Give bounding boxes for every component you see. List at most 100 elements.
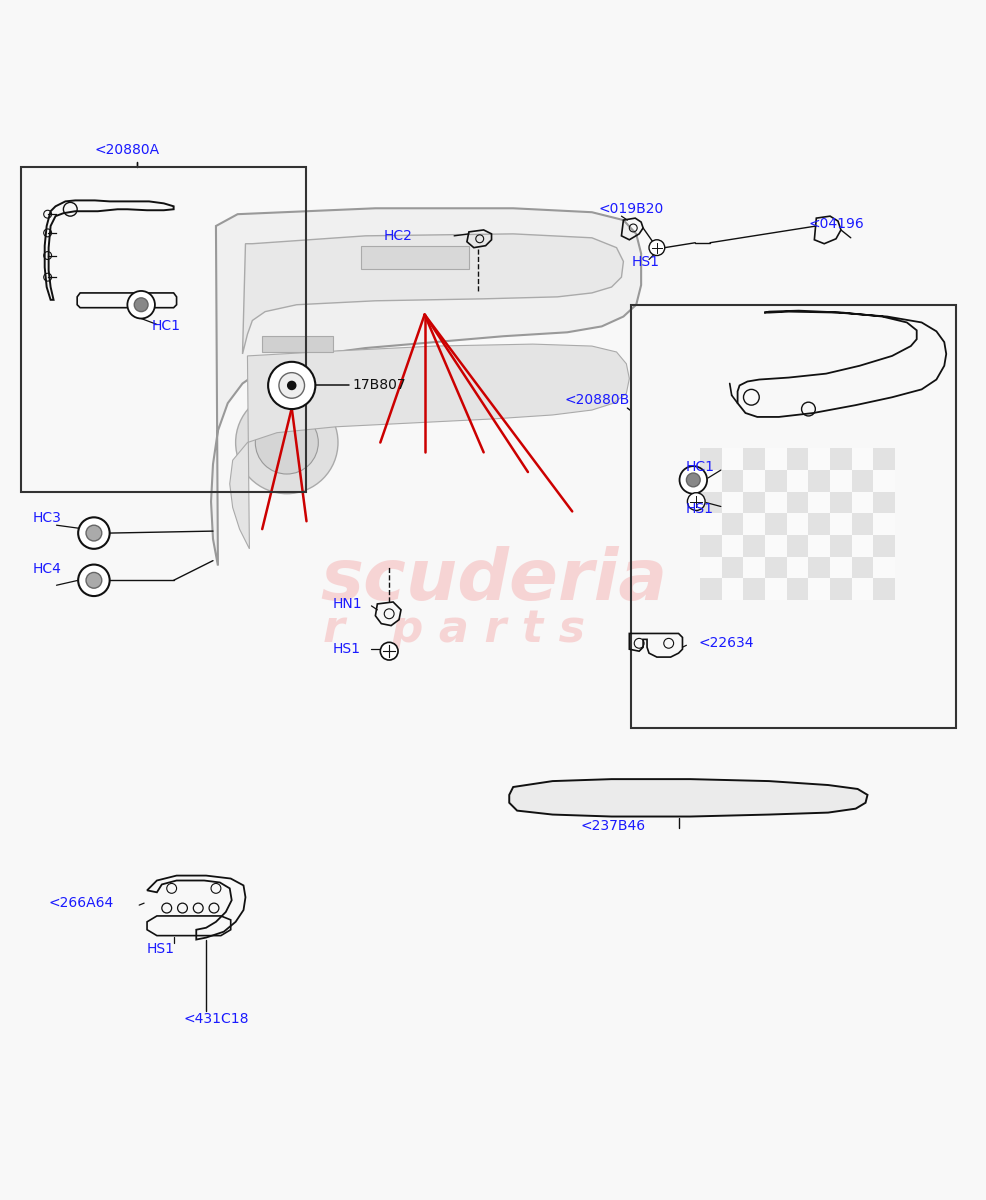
Bar [851,535,873,557]
Bar [851,449,873,470]
Circle shape [255,412,318,474]
Bar [764,578,786,600]
Bar [808,514,829,535]
Bar [873,557,894,578]
Bar [721,578,742,600]
Circle shape [78,517,109,548]
Bar [851,578,873,600]
Bar [786,449,808,470]
Bar [721,470,742,492]
Bar [786,557,808,578]
Bar [808,449,829,470]
Text: <22634: <22634 [697,636,753,650]
Bar [786,514,808,535]
Bar [764,535,786,557]
Bar [786,470,808,492]
Text: HN1: HN1 [332,596,362,611]
Text: HC1: HC1 [152,319,180,334]
Bar [699,578,721,600]
Circle shape [91,530,97,536]
Bar [631,305,955,728]
Text: HS1: HS1 [631,256,659,270]
Bar [742,578,764,600]
Circle shape [678,466,706,493]
Bar [742,535,764,557]
Circle shape [685,473,699,487]
Bar [699,535,721,557]
Text: HC3: HC3 [33,511,62,526]
Circle shape [134,298,148,312]
Bar [786,492,808,514]
Bar [721,535,742,557]
Circle shape [86,572,102,588]
Circle shape [138,301,144,307]
Bar [764,492,786,514]
Circle shape [236,391,337,493]
Bar [851,470,873,492]
Bar [721,557,742,578]
Circle shape [649,240,665,256]
Circle shape [91,577,97,583]
Bar [721,514,742,535]
Bar [808,492,829,514]
Bar [829,535,851,557]
Circle shape [689,476,695,482]
Bar [742,470,764,492]
Text: HS1: HS1 [684,503,713,516]
Polygon shape [243,234,623,354]
Bar [873,470,894,492]
Text: HC1: HC1 [684,460,714,474]
Text: <20880A: <20880A [95,143,160,157]
Bar [829,492,851,514]
Bar [699,492,721,514]
Bar [360,246,468,269]
Bar [873,535,894,557]
Bar [699,449,721,470]
Text: <237B46: <237B46 [580,820,645,833]
Bar [873,449,894,470]
Bar [764,449,786,470]
Bar [829,470,851,492]
Circle shape [686,493,704,510]
Bar [808,470,829,492]
Text: <431C18: <431C18 [183,1013,248,1026]
Bar [262,336,332,352]
Bar [742,449,764,470]
Polygon shape [230,344,629,548]
Bar [829,578,851,600]
Circle shape [380,642,397,660]
Bar [851,514,873,535]
Bar [742,492,764,514]
Text: HS1: HS1 [147,942,175,956]
Bar [742,557,764,578]
Bar [786,535,808,557]
Circle shape [127,290,155,318]
Circle shape [268,362,316,409]
Bar [764,470,786,492]
Bar [721,449,742,470]
Text: HS1: HS1 [332,642,361,656]
Bar [873,514,894,535]
Bar [808,578,829,600]
Bar [764,557,786,578]
Text: <019B20: <019B20 [599,203,664,216]
Bar [808,557,829,578]
Text: <266A64: <266A64 [48,896,113,910]
Circle shape [86,526,102,541]
Text: <20880B: <20880B [564,394,629,407]
Bar [721,492,742,514]
Text: HC2: HC2 [383,229,412,242]
Text: HC4: HC4 [33,562,62,576]
Bar [699,514,721,535]
Bar [873,492,894,514]
Circle shape [78,564,109,596]
Bar [829,557,851,578]
Text: 17B807: 17B807 [352,378,406,392]
Bar [764,514,786,535]
Bar [808,535,829,557]
Bar [699,470,721,492]
Bar [829,514,851,535]
Bar [851,492,873,514]
Bar [873,578,894,600]
Circle shape [279,373,305,398]
